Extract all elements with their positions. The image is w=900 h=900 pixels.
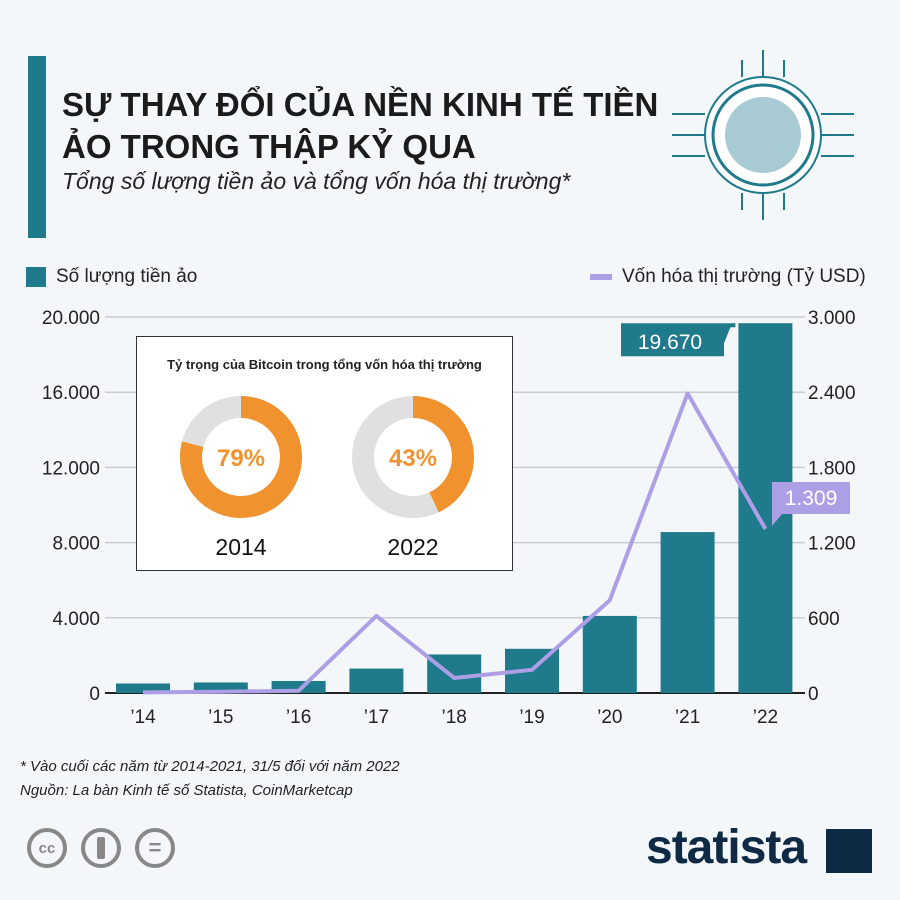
bar — [660, 532, 715, 693]
donut-year: 2022 — [387, 534, 439, 560]
right-tick-label: 2.400 — [808, 383, 856, 404]
inset-title: Tỷ trọng của Bitcoin trong tổng vốn hóa … — [167, 357, 482, 372]
line-label-box — [772, 481, 850, 526]
statista-logo: statista — [646, 821, 807, 874]
legend-bar: Số lượng tiền ảo — [26, 266, 197, 288]
left-tick-label: 8.000 — [52, 534, 100, 555]
left-tick-label: 4.000 — [52, 609, 100, 630]
legend-line: Vốn hóa thị trường (Tỷ USD) — [590, 266, 866, 288]
donut-bitcoin-slice — [180, 396, 302, 518]
market-cap-line — [142, 391, 768, 695]
left-tick-label: 0 — [89, 684, 100, 705]
legend-bar-label: Số lượng tiền ảo — [56, 266, 198, 287]
right-tick-label: 600 — [808, 609, 840, 630]
bar — [116, 683, 170, 693]
x-tick-label: ’18 — [442, 707, 467, 728]
source: Nguồn: La bàn Kinh tế số Statista, CoinM… — [20, 782, 353, 799]
person-glyph — [97, 837, 105, 859]
no-derivatives-icon: = — [135, 828, 175, 868]
line-value-label: 1.309 — [785, 487, 838, 510]
attribution-icon — [81, 828, 121, 868]
x-tick-label: ’15 — [208, 707, 233, 728]
bar — [427, 654, 482, 693]
right-tick-label: 0 — [808, 684, 819, 705]
bar — [193, 682, 248, 693]
x-tick-label: ’17 — [364, 707, 389, 728]
left-tick-label: 12.000 — [42, 458, 100, 479]
donut-percent-label: 43% — [389, 445, 437, 472]
x-tick-label: ’21 — [675, 707, 700, 728]
x-tick-label: ’22 — [753, 707, 778, 728]
legend-bar-swatch — [26, 267, 46, 287]
bar — [349, 668, 404, 693]
cc-text: cc — [38, 839, 56, 857]
donut-percent-label: 79% — [217, 445, 265, 472]
bar — [582, 615, 637, 693]
donut-bitcoin-slice — [352, 396, 474, 518]
title-accent-bar — [28, 56, 46, 238]
donut-2022: 43% 2022 — [343, 387, 483, 561]
donut-2014: 79% 2014 — [171, 387, 311, 561]
cc-icon: cc — [27, 828, 67, 868]
legend-line-swatch — [590, 274, 612, 280]
donut-year: 2014 — [215, 534, 267, 560]
right-tick-label: 1.800 — [808, 458, 856, 479]
donut-chart-2014: 79% — [180, 396, 302, 518]
bar-value-label: 19.670 — [638, 331, 702, 354]
x-tick-label: ’20 — [597, 707, 622, 728]
right-tick-label: 3.000 — [808, 308, 856, 329]
page-subtitle: Tổng số lượng tiền ảo và tổng vốn hóa th… — [62, 168, 571, 194]
x-tick-label: ’19 — [519, 707, 544, 728]
x-tick-label: ’14 — [130, 707, 156, 728]
bitcoin-share-inset: Tỷ trọng của Bitcoin trong tổng vốn hóa … — [136, 336, 513, 571]
x-tick-label: ’16 — [286, 707, 311, 728]
legend-line-label: Vốn hóa thị trường (Tỷ USD) — [622, 266, 866, 287]
bar-label-box — [621, 323, 736, 357]
statista-logo-mark — [826, 829, 872, 873]
footnote: * Vào cuối các năm từ 2014-2021, 31/5 đố… — [20, 758, 400, 775]
page-title: SỰ THAY ĐỔI CỦA NỀN KINH TẾ TIỀN ẢO TRON… — [62, 86, 659, 165]
donut-chart-2022: 43% — [352, 396, 474, 518]
right-tick-label: 1.200 — [808, 534, 856, 555]
left-tick-label: 20.000 — [42, 308, 100, 329]
left-tick-label: 16.000 — [42, 383, 100, 404]
